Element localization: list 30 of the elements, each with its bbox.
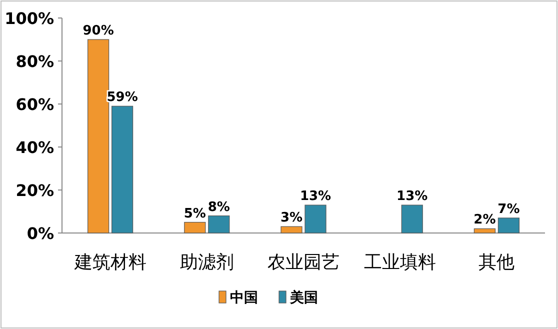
bar	[88, 39, 110, 234]
y-tick-label: 40%	[16, 138, 54, 157]
data-label: 8%	[208, 200, 230, 215]
bar	[208, 216, 230, 234]
y-tick-label: 20%	[16, 181, 54, 200]
bar	[401, 204, 423, 234]
bar	[184, 222, 206, 234]
bar	[112, 106, 134, 234]
data-label: 13%	[300, 189, 332, 204]
y-tick-label: 60%	[16, 95, 54, 114]
y-tick-label: 100%	[4, 9, 54, 28]
y-tick-label: 80%	[16, 52, 54, 71]
bar	[474, 228, 496, 234]
x-tick-label: 农业园艺	[268, 252, 340, 273]
x-tick-label: 助滤剂	[180, 252, 234, 273]
x-tick-label: 其他	[478, 252, 515, 273]
bar	[280, 226, 302, 234]
bar	[304, 204, 326, 234]
data-label: 90%	[82, 24, 114, 38]
data-label: 2%	[474, 212, 496, 228]
bar	[498, 218, 520, 234]
x-tick-label: 建筑材料	[73, 252, 146, 273]
data-label: 5%	[184, 206, 206, 222]
x-tick-label: 工业填料	[364, 252, 436, 273]
y-tick-label: 0%	[26, 224, 54, 243]
data-label: 13%	[396, 189, 428, 204]
data-label: 7%	[498, 202, 520, 217]
legend-label: 美国	[289, 289, 318, 306]
data-label: 3%	[280, 210, 303, 226]
legend-label: 中国	[230, 290, 258, 306]
